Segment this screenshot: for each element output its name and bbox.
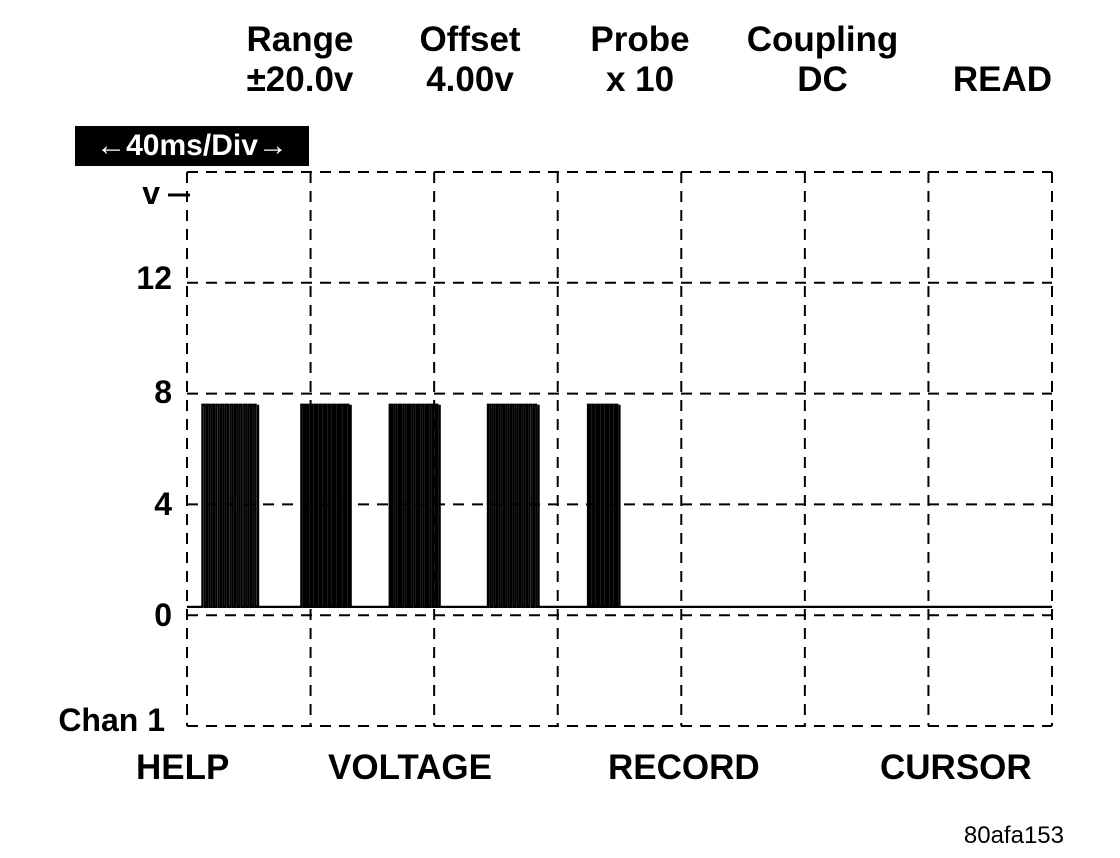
coupling-setting: Coupling DC bbox=[725, 20, 920, 100]
offset-label: Offset bbox=[419, 20, 521, 59]
range-setting: Range ±20.0v bbox=[215, 20, 385, 100]
y-tick-label: 8 bbox=[154, 374, 172, 410]
help-softkey[interactable]: HELP bbox=[136, 748, 230, 787]
timebase-badge[interactable]: ←40ms/Div→ bbox=[75, 126, 309, 166]
probe-setting: Probe x 10 bbox=[565, 20, 715, 100]
coupling-label: Coupling bbox=[746, 20, 899, 59]
coupling-value: DC bbox=[797, 60, 848, 99]
y-tick-label: 12 bbox=[136, 260, 172, 296]
channel-label: Chan 1 bbox=[58, 702, 165, 738]
offset-setting: Offset 4.00v bbox=[395, 20, 545, 100]
range-value: ±20.0v bbox=[246, 60, 354, 99]
voltage-softkey[interactable]: VOLTAGE bbox=[328, 748, 492, 787]
cursor-softkey[interactable]: CURSOR bbox=[880, 748, 1032, 787]
record-softkey[interactable]: RECORD bbox=[608, 748, 760, 787]
offset-value: 4.00v bbox=[426, 60, 514, 99]
y-axis-unit-label: v bbox=[142, 175, 160, 211]
trace-channel-1 bbox=[187, 403, 1052, 608]
range-label: Range bbox=[246, 20, 354, 59]
probe-value: x 10 bbox=[605, 60, 675, 99]
y-tick-label: 0 bbox=[154, 597, 172, 633]
figure-id: 80afa153 bbox=[963, 822, 1064, 849]
y-tick-label: 4 bbox=[154, 486, 172, 522]
mode-indicator: READ bbox=[930, 60, 1075, 100]
mode-label: READ bbox=[952, 60, 1053, 99]
probe-label: Probe bbox=[590, 20, 690, 59]
